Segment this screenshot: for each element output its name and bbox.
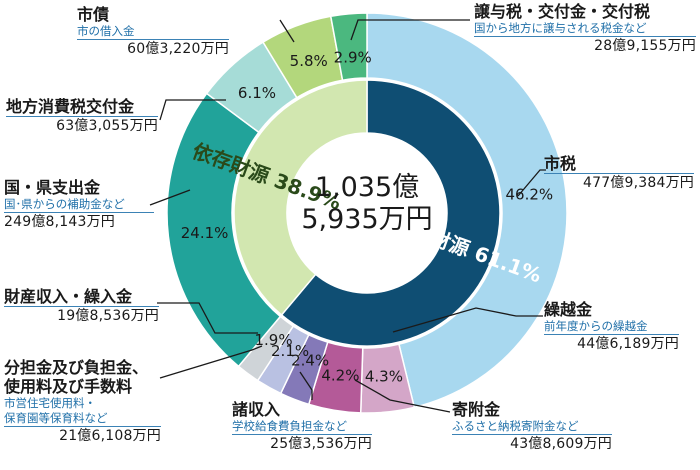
slice-pct-label: 24.1%	[181, 224, 229, 242]
slice-pct-label: 2.9%	[334, 49, 372, 67]
leader-lines	[149, 19, 546, 413]
slice-pct-label: 6.1%	[238, 84, 276, 102]
slice-pct-label: 2.1%	[271, 342, 309, 360]
inner-slice-1	[233, 79, 368, 317]
slice-0	[366, 12, 568, 409]
leader-line-0	[517, 169, 546, 197]
leader-line-4	[159, 345, 263, 379]
label-chihou-shouhizei: 地方消費税交付金 63億3,055万円	[6, 97, 158, 135]
label-shizei: 市税 477億9,384万円	[544, 154, 694, 192]
label-desc: ふるさと納税寄附金など	[452, 419, 579, 433]
label-amount: 63億3,055万円	[56, 118, 158, 134]
slice-pct-label: 2.4%	[291, 351, 329, 369]
label-kurikoshi: 繰越金 前年度からの繰越金 44億6,189万円	[544, 300, 679, 353]
label-desc: 学校給食費負担金など	[232, 419, 347, 433]
label-kifukin: 寄附金 ふるさと納税寄附金など 43億8,609万円	[452, 400, 612, 453]
label-name: 国・県支出金	[4, 178, 101, 197]
label-jouyozei: 譲与税・交付金・交付税 国から地方に譲与される税金など 28億9,155万円	[474, 2, 696, 55]
center-total-line2: 5,935万円	[301, 204, 432, 235]
label-kokusai: 市債 市の借入金 60億3,220万円	[77, 5, 229, 58]
slice-pct-label: 1.9%	[254, 331, 292, 349]
leader-line-3	[299, 371, 313, 400]
leader-line-2	[354, 379, 451, 413]
slice-pct-label: 4.3%	[365, 368, 403, 386]
leader-line-5	[157, 302, 258, 334]
label-amount: 43億8,609万円	[510, 436, 612, 452]
label-amount: 249億8,143万円	[4, 214, 116, 230]
inner-slice-0	[280, 79, 501, 347]
label-desc-line2: 保育園等保育料など	[4, 411, 108, 425]
label-name: 市税	[544, 154, 577, 173]
leader-line-1	[392, 307, 543, 333]
percent-labels: 46.2% 4.3% 4.2%2.4%2.1%1.9% 24.1% 6.1% 5.8% 2.…	[181, 49, 553, 386]
slice-9	[329, 12, 368, 82]
label-name-line1: 分担金及び負担金、	[4, 358, 149, 377]
label-amount: 60億3,220万円	[127, 41, 229, 57]
center-total-line1: 1,035億	[315, 172, 419, 203]
label-name-line2: 使用料及び手数料	[4, 377, 133, 396]
label-name: 寄附金	[452, 400, 501, 419]
label-desc-line1: 市営住宅使用料・	[4, 396, 96, 410]
label-buntankin: 分担金及び負担金、 使用料及び手数料 市営住宅使用料・ 保育園等保育料など 21…	[4, 358, 161, 445]
label-amount: 28億9,155万円	[594, 38, 696, 54]
label-name: 繰越金	[544, 300, 593, 319]
label-amount: 477億9,384万円	[582, 175, 694, 191]
label-amount: 19億8,536万円	[57, 308, 159, 324]
slice-pct-label: 46.2%	[506, 186, 554, 204]
slice-pct-label: 4.2%	[321, 366, 359, 384]
leader-line-6	[149, 189, 191, 206]
label-desc: 国から地方に譲与される税金など	[474, 21, 647, 35]
label-desc: 市の借入金	[77, 24, 135, 38]
label-name: 譲与税・交付金・交付税	[474, 2, 651, 21]
label-amount: 44億6,189万円	[577, 336, 679, 352]
label-desc: 国･県からの補助金など	[4, 197, 125, 211]
leader-line-7	[159, 99, 226, 121]
slice-pct-label: 5.8%	[290, 52, 328, 70]
label-desc: 前年度からの繰越金	[544, 319, 648, 333]
label-name: 地方消費税交付金	[6, 97, 135, 116]
label-name: 市債	[77, 5, 110, 24]
leader-line-8	[279, 19, 295, 43]
label-amount: 25億3,536万円	[270, 436, 372, 452]
outer-ring	[166, 12, 568, 414]
leader-line-9	[350, 19, 470, 41]
inner-ring	[233, 79, 501, 347]
label-kokuken: 国・県支出金 国･県からの補助金など 249億8,143万円	[4, 178, 154, 231]
label-shoshuunyuu: 諸収入 学校給食費負担金など 25億3,536万円	[232, 400, 372, 453]
label-name: 諸収入	[232, 400, 281, 419]
label-zaisan: 財産収入・繰入金 19億8,536万円	[4, 287, 159, 325]
label-name: 財産収入・繰入金	[4, 287, 133, 306]
label-amount: 21億6,108万円	[59, 428, 161, 444]
